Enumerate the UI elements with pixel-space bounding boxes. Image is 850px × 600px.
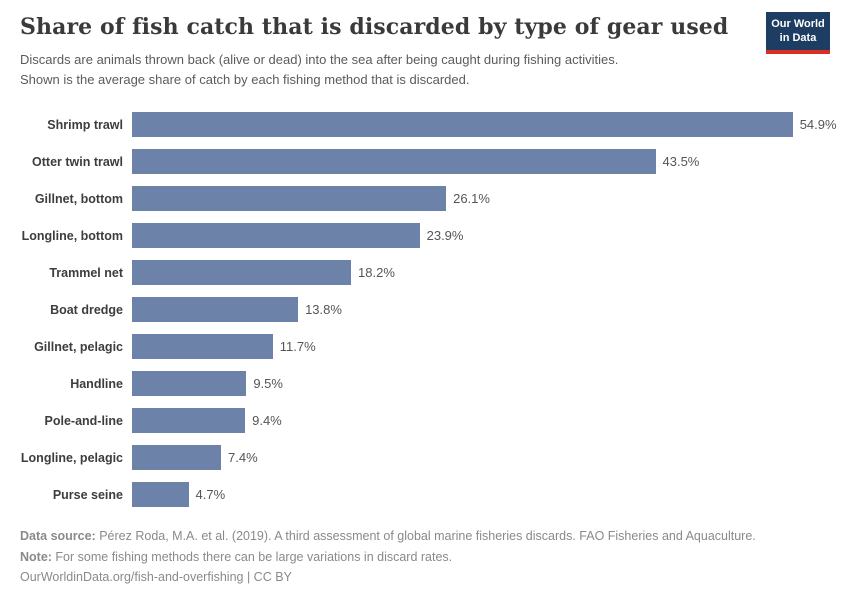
bar-category-label: Pole-and-line — [44, 413, 123, 428]
data-source-text: Pérez Roda, M.A. et al. (2019). A third … — [95, 529, 756, 544]
chart-row: Shrimp trawl 54.9% — [20, 112, 837, 138]
bar-category-label: Boat dredge — [50, 302, 123, 317]
bar-value-label: 13.8% — [305, 302, 342, 318]
bar-value-label: 9.5% — [253, 376, 283, 392]
bar-track: 9.4% — [132, 408, 830, 434]
bar-value-label: 26.1% — [453, 191, 490, 207]
chart: Shrimp trawl 54.9% Otter twin trawl 43.5% Gi… — [20, 112, 837, 508]
bar-value-label: 18.2% — [358, 265, 395, 281]
bar-value-label: 43.5% — [662, 154, 700, 170]
bar-value-label: 11.7% — [279, 339, 316, 355]
bar-category-label: Gillnet, bottom — [34, 191, 123, 206]
bar[interactable] — [132, 186, 447, 212]
chart-row: Trammel net 18.2% — [20, 260, 830, 286]
bar-category-label: Trammel net — [49, 265, 123, 280]
note-line: Note: For some fishing methods there can… — [20, 547, 830, 568]
bar-category-label: Shrimp trawl — [47, 117, 123, 132]
bar[interactable] — [132, 149, 656, 175]
bar[interactable] — [132, 482, 189, 508]
bar-track: 43.5% — [132, 149, 830, 175]
data-source-label: Data source: — [20, 529, 96, 544]
owid-logo-line-1: Our World — [771, 18, 825, 30]
bar[interactable] — [132, 371, 247, 397]
bar-category-label: Purse seine — [52, 487, 123, 502]
bar[interactable] — [132, 223, 420, 249]
bar-category-label: Gillnet, pelagic — [34, 339, 123, 354]
bar-track: 9.5% — [132, 371, 830, 397]
note-text: For some fishing methods there can be la… — [51, 549, 453, 564]
data-source-line: Data source: Pérez Roda, M.A. et al. (20… — [20, 526, 830, 547]
note-label: Note: — [20, 549, 52, 564]
chart-row: Purse seine 4.7% — [20, 482, 830, 508]
chart-row: Handline 9.5% — [20, 371, 830, 397]
bar-value-label: 54.9% — [799, 117, 837, 133]
owid-logo: Our World in Data — [766, 12, 830, 54]
chart-row: Longline, pelagic 7.4% — [20, 445, 830, 471]
bar[interactable] — [132, 334, 273, 360]
bar[interactable] — [132, 260, 352, 286]
bar-value-label: 9.4% — [252, 413, 282, 429]
page-title: Share of fish catch that is discarded by… — [20, 14, 729, 40]
bar-track: 54.9% — [132, 112, 837, 138]
subtitle-line-1: Discards are animals thrown back (alive … — [20, 52, 619, 67]
owid-logo-line-2: in Data — [779, 32, 817, 45]
subtitle-line-2: Shown is the average share of catch by e… — [20, 72, 470, 88]
bar-track: 18.2% — [132, 260, 830, 286]
bar-track: 26.1% — [132, 186, 830, 212]
header: Share of fish catch that is discarded by… — [20, 12, 830, 90]
bar-category-label: Handline — [70, 376, 123, 391]
bar-track: 7.4% — [132, 445, 830, 471]
footer: Data source: Pérez Roda, M.A. et al. (20… — [20, 526, 830, 588]
bar-value-label: 4.7% — [195, 487, 226, 503]
bar[interactable] — [132, 445, 222, 471]
chart-row: Gillnet, pelagic 11.7% — [20, 334, 830, 360]
chart-subtitle: Discards are animals thrown back (alive … — [20, 50, 830, 90]
bar-category-label: Longline, pelagic — [20, 450, 123, 465]
chart-row: Gillnet, bottom 26.1% — [20, 186, 830, 212]
bar[interactable] — [132, 297, 299, 323]
bar-track: 4.7% — [132, 482, 830, 508]
license-link[interactable]: OurWorldinData.org/fish-and-overfishing … — [20, 570, 292, 585]
bar-track: 23.9% — [132, 223, 830, 249]
bar-category-label: Longline, bottom — [21, 228, 123, 243]
bar-track: 11.7% — [132, 334, 830, 360]
chart-row: Boat dredge 13.8% — [20, 297, 830, 323]
bar-category-label: Otter twin trawl — [32, 154, 123, 169]
bar-value-label: 23.9% — [426, 228, 464, 244]
bar-value-label: 7.4% — [228, 450, 258, 466]
chart-row: Pole-and-line 9.4% — [20, 408, 830, 434]
chart-row: Longline, bottom 23.9% — [20, 223, 830, 249]
bar[interactable] — [132, 112, 793, 138]
bar[interactable] — [132, 408, 246, 434]
chart-row: Otter twin trawl 43.5% — [20, 149, 830, 175]
bar-track: 13.8% — [132, 297, 830, 323]
